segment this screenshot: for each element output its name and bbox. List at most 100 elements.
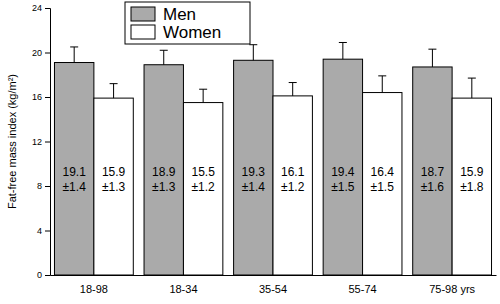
error-bar xyxy=(110,84,118,98)
x-axis: 18-98 18-34 35-54 55-74 75-98 yrs xyxy=(51,276,497,295)
series xyxy=(94,76,492,275)
y-tick-label: 12 xyxy=(32,137,42,147)
y-tick-mark xyxy=(45,97,50,98)
y-axis: 0 4 8 12 16 20 24 xyxy=(32,3,51,280)
error-cap xyxy=(70,46,78,47)
error-stem xyxy=(113,84,114,98)
x-tick: 55-74 xyxy=(348,283,376,295)
y-tick: 4 xyxy=(37,226,50,236)
y-tick-label: 24 xyxy=(32,3,42,13)
data-labels: 19.1±1.418.9±1.319.3±1.419.4±1.518.7±1.6… xyxy=(63,165,484,194)
error-cap xyxy=(110,83,118,84)
error-cap xyxy=(378,75,386,76)
error-label: ±1.5 xyxy=(331,180,355,194)
bar xyxy=(54,63,93,275)
y-tick-mark xyxy=(45,186,50,187)
legend-swatch xyxy=(131,7,155,21)
error-cap xyxy=(468,78,476,79)
y-tick: 20 xyxy=(32,48,50,58)
error-label: ±1.3 xyxy=(102,180,126,194)
error-bar xyxy=(428,49,436,67)
error-stem xyxy=(471,78,472,98)
error-bar xyxy=(199,89,207,102)
y-tick-label: 20 xyxy=(32,48,42,58)
y-tick: 24 xyxy=(32,3,50,13)
error-stem xyxy=(253,45,254,61)
error-label: ±1.3 xyxy=(152,180,176,194)
data-label: 15.9 xyxy=(460,165,484,179)
error-cap xyxy=(339,42,347,43)
error-stem xyxy=(342,42,343,59)
x-tick-label: 55-74 xyxy=(348,283,376,295)
error-stem xyxy=(163,50,164,64)
y-tick-mark xyxy=(45,53,50,54)
bar xyxy=(323,59,362,275)
error-bar xyxy=(339,42,347,59)
error-stem xyxy=(292,83,293,96)
bar xyxy=(94,98,133,275)
error-label: ±1.4 xyxy=(242,180,266,194)
x-tick: 75-98 yrs xyxy=(429,283,475,295)
data-label: 18.7 xyxy=(421,165,445,179)
error-label: ±1.5 xyxy=(371,180,395,194)
error-cap xyxy=(199,89,207,90)
x-tick: 18-34 xyxy=(169,283,197,295)
error-label: ±1.2 xyxy=(281,180,305,194)
error-label: ±1.4 xyxy=(63,180,87,194)
data-label: 15.5 xyxy=(191,165,215,179)
x-tick: 18-98 xyxy=(80,283,108,295)
y-tick-mark xyxy=(45,231,50,232)
bar xyxy=(144,65,183,275)
legend-frame xyxy=(125,2,250,44)
error-stem xyxy=(74,47,75,63)
series xyxy=(54,42,452,275)
data-label: 19.1 xyxy=(63,165,87,179)
data-label: 19.4 xyxy=(331,165,355,179)
y-tick-label: 16 xyxy=(32,92,42,102)
error-label: ±1.6 xyxy=(421,180,445,194)
error-bar xyxy=(378,76,386,93)
plot: 0 4 8 12 16 20 24 18-98 18-34 35-54 55-74 75-98 yrs… xyxy=(32,2,497,295)
y-tick-label: 8 xyxy=(37,181,42,191)
y-axis-title: Fat-free mass index (kg/m²) xyxy=(6,74,18,209)
marks xyxy=(54,42,491,275)
error-bar xyxy=(160,50,168,64)
bar xyxy=(234,60,273,275)
y-tick-mark xyxy=(45,8,50,9)
error-stem xyxy=(432,49,433,67)
data-label: 16.4 xyxy=(371,165,395,179)
legend-label: Women xyxy=(163,23,221,42)
x-axis-line xyxy=(51,275,497,276)
error-bar xyxy=(70,47,78,63)
error-stem xyxy=(203,89,204,102)
y-tick-label: 0 xyxy=(37,270,42,280)
chart: 0 4 8 12 16 20 24 18-98 18-34 35-54 55-74 75-98 yrs… xyxy=(0,0,500,304)
bar xyxy=(363,93,402,275)
x-tick-label: 75-98 yrs xyxy=(429,283,475,295)
y-tick: 12 xyxy=(32,137,50,147)
x-tick-label: 18-98 xyxy=(80,283,108,295)
y-tick: 8 xyxy=(37,181,50,191)
error-bar xyxy=(468,78,476,98)
error-bar xyxy=(249,45,257,61)
y-tick-mark xyxy=(45,275,50,276)
legend: MenWomen xyxy=(125,2,250,44)
error-cap xyxy=(160,50,168,51)
bar xyxy=(273,96,312,275)
error-bar xyxy=(289,83,297,96)
y-tick: 0 xyxy=(37,270,50,280)
error-label: ±1.2 xyxy=(192,180,216,194)
data-label: 16.1 xyxy=(281,165,305,179)
legend-swatch xyxy=(131,25,155,39)
bar xyxy=(413,67,452,275)
data-label: 19.3 xyxy=(242,165,266,179)
error-cap xyxy=(289,82,297,83)
y-tick-label: 4 xyxy=(37,226,42,236)
x-tick-label: 18-34 xyxy=(169,283,197,295)
error-label: ±1.8 xyxy=(460,180,484,194)
data-label: 15.9 xyxy=(102,165,126,179)
x-tick: 35-54 xyxy=(259,283,287,295)
data-label: 18.9 xyxy=(152,165,176,179)
legend-label: Men xyxy=(163,5,196,24)
bar xyxy=(183,103,222,275)
